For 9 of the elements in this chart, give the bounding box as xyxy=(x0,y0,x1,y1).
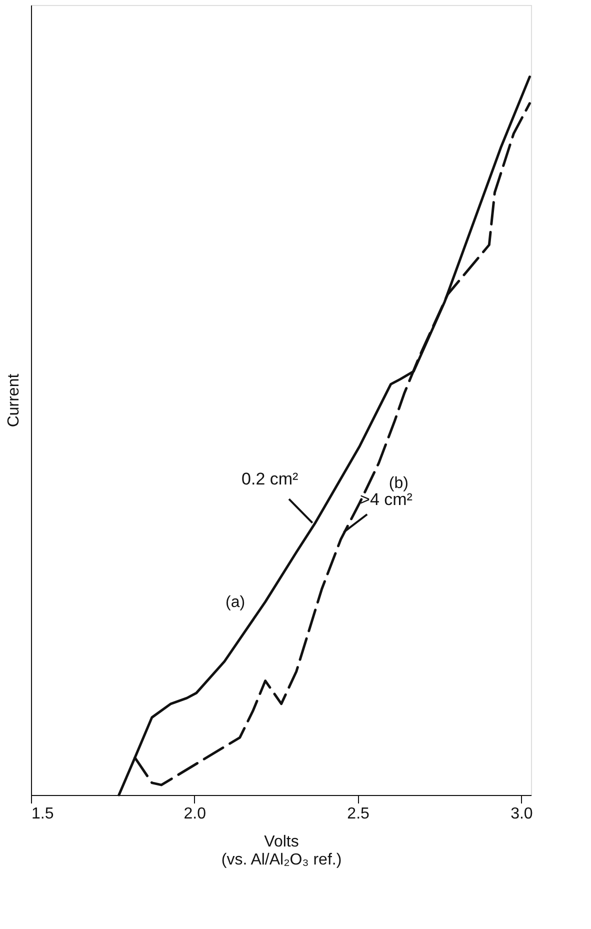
x-axis-title: Volts (vs. Al/Al₂O₃ ref.) xyxy=(221,834,342,868)
x-tick-label: 2.5 xyxy=(347,806,370,822)
y-axis-title: Current xyxy=(6,373,22,428)
series-label: (a) xyxy=(226,594,246,611)
annotation: 0.2 cm² xyxy=(242,470,299,489)
x-tick-label: 2.0 xyxy=(184,806,206,822)
x-tick-label: 1.5 xyxy=(32,806,54,822)
series-label: (b) xyxy=(388,475,408,492)
x-tick-label: 3.0 xyxy=(510,806,533,822)
